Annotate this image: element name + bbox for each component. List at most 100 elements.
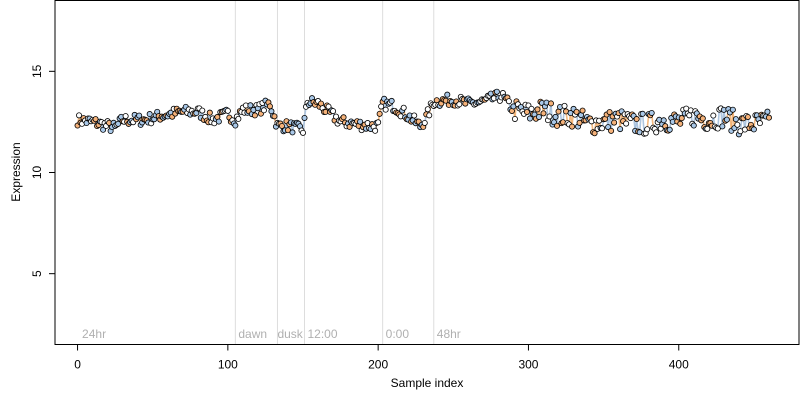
data-point: [704, 125, 711, 132]
data-point: [573, 108, 580, 115]
series-segment: [717, 109, 721, 129]
data-point: [611, 119, 618, 126]
data-point: [535, 113, 542, 120]
x-tick-label: 400: [669, 358, 689, 372]
data-point: [534, 106, 541, 113]
data-point: [136, 112, 143, 119]
data-point: [710, 112, 717, 119]
data-point: [526, 115, 533, 122]
data-point: [301, 114, 308, 121]
data-point: [505, 98, 512, 105]
data-point: [591, 130, 598, 137]
data-point: [278, 122, 285, 129]
y-tick-label: 10: [30, 166, 44, 180]
data-point: [686, 112, 693, 119]
data-point: [608, 127, 615, 134]
annotation-label: 24hr: [82, 327, 106, 341]
data-point: [633, 116, 640, 123]
data-point: [623, 120, 630, 127]
y-axis-title: Expression: [9, 142, 23, 201]
data-point: [723, 116, 730, 123]
data-point: [330, 108, 337, 115]
y-tick-label: 15: [30, 64, 44, 78]
data-point: [764, 108, 771, 115]
data-point: [199, 107, 206, 114]
data-point: [750, 126, 757, 133]
data-point: [266, 103, 273, 110]
x-tick-label: 300: [518, 358, 538, 372]
data-point: [554, 122, 561, 129]
vertical-lines: [234, 0, 435, 345]
data-point: [493, 88, 500, 95]
data-point: [340, 114, 347, 121]
data-point: [372, 127, 379, 134]
data-point: [421, 119, 428, 126]
data-point: [523, 109, 530, 116]
annotation-label: dusk: [277, 327, 303, 341]
data-point: [511, 115, 518, 122]
annotation-label: 0:00: [386, 327, 410, 341]
data-point: [357, 118, 364, 125]
data-point: [232, 122, 239, 129]
annotation-label: 12:00: [308, 327, 338, 341]
data-point: [648, 109, 655, 116]
data-point: [528, 105, 535, 112]
data-point: [579, 107, 586, 114]
data-point: [606, 109, 613, 116]
y-axis: 5 10 15: [30, 64, 55, 277]
x-axis: 0 100 200 300 400: [74, 344, 689, 372]
data-point: [426, 112, 433, 119]
data-point: [546, 113, 553, 120]
annotation-label: dawn: [238, 327, 267, 341]
data-point: [378, 103, 385, 110]
data-point: [444, 91, 451, 98]
x-axis-title: Sample index: [391, 376, 464, 390]
annotations: 24hr dawn dusk 12:00 0:00 48hr: [82, 327, 461, 341]
data-point: [375, 119, 382, 126]
y-tick-label: 5: [30, 270, 44, 277]
data-point: [206, 109, 213, 116]
data-point: [411, 112, 418, 119]
data-point: [734, 121, 741, 128]
data-point: [376, 110, 383, 117]
data-point: [224, 107, 231, 114]
data-point: [289, 129, 296, 136]
data-point: [247, 102, 254, 109]
data-point: [271, 113, 278, 120]
data-point: [617, 126, 624, 133]
data-point: [382, 106, 389, 113]
data-point: [653, 129, 660, 136]
data-point: [333, 113, 340, 120]
data-point: [561, 102, 568, 109]
data-point: [299, 129, 306, 136]
data-point: [719, 123, 726, 130]
data-point: [660, 117, 667, 124]
data-point: [456, 101, 463, 108]
data-point: [325, 103, 332, 110]
data-point: [765, 114, 772, 121]
data-point: [677, 120, 684, 127]
data-point: [251, 112, 258, 119]
data-point: [552, 113, 559, 120]
data-point: [666, 126, 673, 133]
data-point: [744, 113, 751, 120]
data-point: [732, 116, 739, 123]
data-point: [400, 104, 407, 111]
data-point: [260, 107, 267, 114]
data-point: [548, 100, 555, 107]
data-point: [115, 120, 122, 127]
data-point: [699, 115, 706, 122]
x-tick-label: 100: [218, 358, 238, 372]
data-point: [122, 113, 129, 120]
data-point: [92, 116, 99, 123]
data-point: [569, 123, 576, 130]
data-point: [388, 97, 395, 104]
data-point: [540, 110, 547, 117]
data-point: [424, 106, 431, 113]
data-point: [644, 126, 651, 133]
x-tick-label: 200: [368, 358, 388, 372]
data-points: [74, 88, 772, 138]
